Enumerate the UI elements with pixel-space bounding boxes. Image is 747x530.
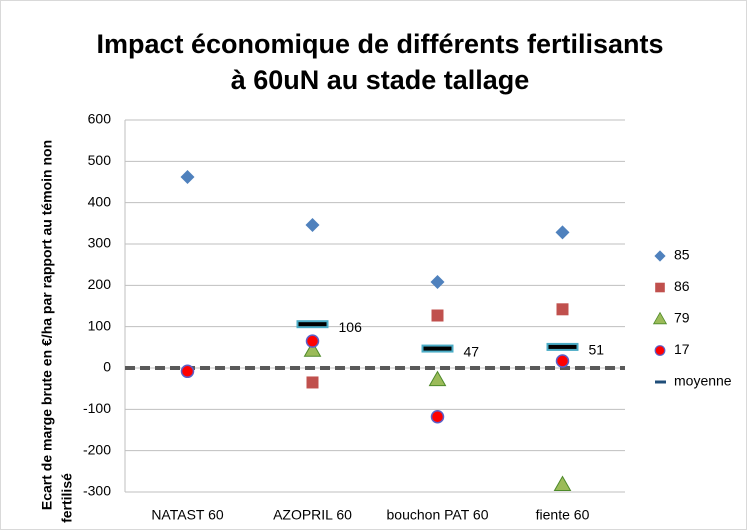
data-label: 47 <box>464 343 480 359</box>
y-axis-title: Ecart de marge brute en €/ha par rapport… <box>39 140 75 523</box>
point <box>296 320 329 329</box>
y-tick-label: 300 <box>88 235 112 251</box>
point <box>555 354 570 368</box>
y-tick-label: -200 <box>83 441 111 457</box>
legend-label: moyenne <box>674 373 732 389</box>
point <box>430 410 445 424</box>
x-tick-label: bouchon PAT 60 <box>387 507 489 523</box>
legend-swatch <box>654 250 666 262</box>
data-label: 51 <box>589 342 605 358</box>
y-tick-label: -100 <box>83 400 111 416</box>
legend-label: 85 <box>674 247 690 263</box>
y-axis-title-line: fertilisé <box>59 473 75 523</box>
y-tick-label: 400 <box>88 193 112 209</box>
y-tick-label: 100 <box>88 317 112 333</box>
point <box>303 341 322 357</box>
point <box>305 217 320 232</box>
x-tick-label: fiente 60 <box>536 507 590 523</box>
x-tick-label: AZOPRIL 60 <box>273 507 352 523</box>
legend-swatch <box>654 345 666 356</box>
point <box>555 225 570 240</box>
point <box>556 303 569 316</box>
legend-label: 86 <box>674 278 690 294</box>
point <box>421 344 454 353</box>
point <box>180 364 195 379</box>
data-label: 106 <box>339 319 363 335</box>
point <box>305 334 320 348</box>
y-tick-label: 600 <box>88 111 112 127</box>
y-tick-label: 0 <box>103 359 111 375</box>
legend-swatch <box>652 311 668 325</box>
y-tick-label: 500 <box>88 152 112 168</box>
point <box>180 170 195 185</box>
legend-label: 79 <box>674 310 690 326</box>
point <box>430 275 445 290</box>
point <box>428 370 447 387</box>
point <box>306 376 319 389</box>
y-tick-label: 200 <box>88 276 112 292</box>
point <box>553 475 572 492</box>
point <box>431 309 444 322</box>
chart-title: Impact économique de différents fertilis… <box>96 29 663 59</box>
legend-swatch <box>655 282 665 293</box>
legend-swatch <box>655 380 666 384</box>
y-tick-label: -300 <box>83 483 111 499</box>
legend-label: 17 <box>674 341 690 357</box>
point <box>546 342 579 351</box>
x-tick-label: NATAST 60 <box>151 507 224 523</box>
y-axis-title-line: Ecart de marge brute en €/ha par rapport… <box>39 140 55 510</box>
chart-title: à 60uN au stade tallage <box>231 65 530 95</box>
